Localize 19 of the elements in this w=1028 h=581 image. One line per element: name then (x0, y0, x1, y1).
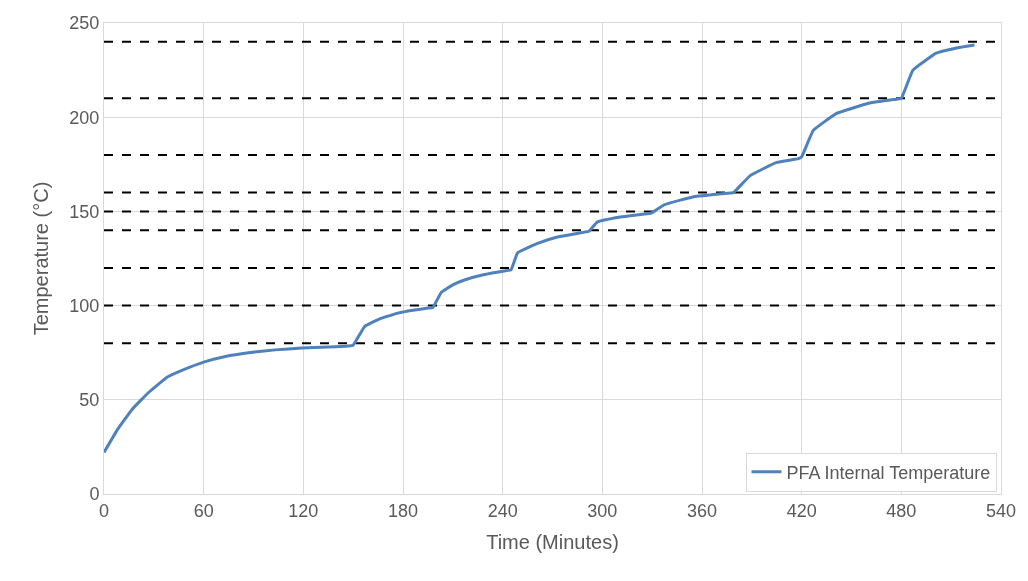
legend-label: PFA Internal Temperature (786, 462, 991, 483)
x-axis-title: Time (Minutes) (486, 531, 619, 554)
y-tick-label: 50 (79, 390, 100, 411)
y-tick-label: 0 (89, 484, 100, 505)
x-tick-label: 360 (686, 500, 718, 521)
line-series (104, 43, 976, 455)
y-tick-label: 100 (69, 295, 100, 316)
y-axis-title: Temperature (°C) (29, 181, 52, 336)
x-tick-label: 60 (193, 500, 214, 521)
x-tick-label: 240 (487, 500, 518, 521)
x-tick-label: 540 (985, 500, 1017, 521)
x-tick-label: 420 (786, 500, 817, 521)
y-tick-label: 150 (69, 201, 100, 222)
x-tick-label: 300 (587, 500, 618, 521)
x-tick-label: 480 (886, 500, 917, 521)
y-tick-label: 250 (69, 13, 100, 34)
x-tick-label: 120 (288, 500, 319, 521)
x-tick-label: 180 (387, 500, 419, 521)
y-tick-label: 200 (69, 107, 100, 128)
